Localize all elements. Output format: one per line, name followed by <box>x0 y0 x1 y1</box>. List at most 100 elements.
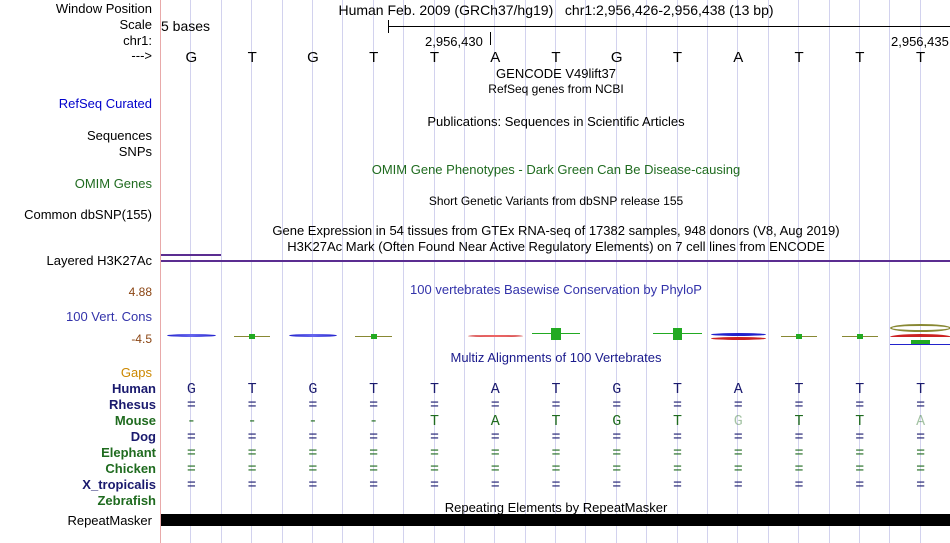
base-letter-12: T <box>890 49 950 66</box>
base-letter-6: T <box>526 49 587 66</box>
alignment-cell-human-4: T <box>404 381 465 398</box>
base-letter-7: G <box>586 49 647 66</box>
alignment-cell-human-10: T <box>769 381 830 398</box>
alignment-cell-elephant-5: = <box>465 445 526 462</box>
alignment-cell-human-6: T <box>526 381 587 398</box>
alignment-cell-mouse-2: - <box>283 413 344 430</box>
species-name-elephant[interactable]: Elephant <box>0 445 160 460</box>
gtex-track-label[interactable]: Gene Expression in 54 tissues from GTEx … <box>161 223 950 238</box>
layered-h3k27ac-sidebar-label[interactable]: Layered H3K27Ac <box>0 254 156 268</box>
alignment-cell-mouse-5: A <box>465 413 526 430</box>
h3k27ac-peak-segment <box>161 254 221 256</box>
alignment-cell-rhesus-12: = <box>890 397 950 414</box>
alignment-cell-human-9: A <box>708 381 769 398</box>
base-letter-10: T <box>769 49 830 66</box>
alignment-cell-x_tropicalis-9: = <box>708 477 769 494</box>
alignment-cell-x_tropicalis-0: = <box>161 477 222 494</box>
alignment-cell-dog-11: = <box>829 429 890 446</box>
alignment-cell-human-12: T <box>890 381 950 398</box>
alignment-cell-dog-3: = <box>343 429 404 446</box>
alignment-cell-elephant-2: = <box>283 445 344 462</box>
species-name-human[interactable]: Human <box>0 381 160 396</box>
alignment-cell-dog-4: = <box>404 429 465 446</box>
alignment-cell-x_tropicalis-11: = <box>829 477 890 494</box>
alignment-cell-elephant-10: = <box>769 445 830 462</box>
alignment-cell-dog-8: = <box>647 429 708 446</box>
alignment-cell-elephant-4: = <box>404 445 465 462</box>
alignment-cell-chicken-3: = <box>343 461 404 478</box>
base-letter-2: G <box>283 49 344 66</box>
window-position-label: Window Position <box>0 2 156 16</box>
base-letter-0: G <box>161 49 222 66</box>
alignment-cell-rhesus-1: = <box>222 397 283 414</box>
gencode-track-label[interactable]: GENCODE V49lift37 <box>161 66 950 81</box>
alignment-cell-chicken-12: = <box>890 461 950 478</box>
alignment-cell-chicken-11: = <box>829 461 890 478</box>
position-tick-2: 2,956,435 <box>891 34 949 49</box>
repeatmasker-desc-track-label[interactable]: Repeating Elements by RepeatMasker <box>161 500 950 515</box>
alignment-cell-dog-1: = <box>222 429 283 446</box>
alignment-cell-mouse-4: T <box>404 413 465 430</box>
repeatmasker-bar[interactable] <box>161 514 950 526</box>
snps-sidebar-label[interactable]: SNPs <box>0 145 156 159</box>
refseq-ncbi-track-label[interactable]: RefSeq genes from NCBI <box>161 82 950 96</box>
alignment-cell-elephant-3: = <box>343 445 404 462</box>
repeatmasker-sidebar-label[interactable]: RepeatMasker <box>0 514 156 528</box>
alignment-cell-human-2: G <box>283 381 344 398</box>
alignment-cell-elephant-6: = <box>526 445 587 462</box>
dbsnp-variants-track-label[interactable]: Short Genetic Variants from dbSNP releas… <box>161 194 950 208</box>
alignment-cell-human-7: G <box>586 381 647 398</box>
base-letter-4: T <box>404 49 465 66</box>
species-name-zebrafish[interactable]: Zebrafish <box>0 493 160 508</box>
alignment-cell-human-5: A <box>465 381 526 398</box>
publications-track-label[interactable]: Publications: Sequences in Scientific Ar… <box>161 114 950 129</box>
refseq-curated-sidebar-label[interactable]: RefSeq Curated <box>0 97 156 111</box>
alignment-cell-elephant-9: = <box>708 445 769 462</box>
alignment-row-human: GTGTTATGTATTT <box>161 381 950 398</box>
alignment-cell-mouse-9: G <box>708 413 769 430</box>
alignment-cell-human-11: T <box>829 381 890 398</box>
phylop-track-label[interactable]: 100 vertebrates Basewise Conservation by… <box>161 282 950 297</box>
sequences-sidebar-label[interactable]: Sequences <box>0 129 156 143</box>
base-letter-9: A <box>708 49 769 66</box>
species-name-dog[interactable]: Dog <box>0 429 160 444</box>
alignment-cell-mouse-6: T <box>526 413 587 430</box>
alignment-cell-chicken-8: = <box>647 461 708 478</box>
alignment-cell-mouse-3: - <box>343 413 404 430</box>
chr1-label: chr1: <box>0 34 156 48</box>
base-letter-1: T <box>222 49 283 66</box>
omim-genes-sidebar-label[interactable]: OMIM Genes <box>0 177 156 191</box>
alignment-cell-rhesus-10: = <box>769 397 830 414</box>
base-letter-11: T <box>829 49 890 66</box>
alignment-cell-x_tropicalis-3: = <box>343 477 404 494</box>
alignment-cell-elephant-7: = <box>586 445 647 462</box>
alignment-cell-x_tropicalis-5: = <box>465 477 526 494</box>
alignment-cell-chicken-6: = <box>526 461 587 478</box>
alignment-cell-mouse-1: - <box>222 413 283 430</box>
alignment-cell-rhesus-4: = <box>404 397 465 414</box>
alignment-cell-rhesus-7: = <box>586 397 647 414</box>
species-name-x_tropicalis[interactable]: X_tropicalis <box>0 477 160 492</box>
gaps-sidebar-label[interactable]: Gaps <box>0 366 156 380</box>
alignment-row-mouse: ----TATGTGTTA <box>161 413 950 430</box>
alignment-row-dog: = = = = = = = = = = = = = <box>161 429 950 446</box>
species-name-mouse[interactable]: Mouse <box>0 413 160 428</box>
alignment-row-chicken: = = = = = = = = = = = = = <box>161 461 950 478</box>
alignment-cell-human-3: T <box>343 381 404 398</box>
genome-browser-main: Human Feb. 2009 (GRCh37/hg19) chr1:2,956… <box>160 0 950 543</box>
h3k27ac-desc-track-label[interactable]: H3K27Ac Mark (Often Found Near Active Re… <box>161 239 950 254</box>
species-name-rhesus[interactable]: Rhesus <box>0 397 160 412</box>
common-dbsnp-sidebar-label[interactable]: Common dbSNP(155) <box>0 208 156 222</box>
species-name-chicken[interactable]: Chicken <box>0 461 160 476</box>
omim-phenotypes-track-label[interactable]: OMIM Gene Phenotypes - Dark Green Can Be… <box>161 162 950 177</box>
alignment-cell-chicken-0: = <box>161 461 222 478</box>
alignment-cell-mouse-10: T <box>769 413 830 430</box>
alignment-cell-chicken-7: = <box>586 461 647 478</box>
alignment-cell-dog-6: = <box>526 429 587 446</box>
multiz-track-label[interactable]: Multiz Alignments of 100 Vertebrates <box>161 350 950 365</box>
vert-cons-sidebar-label[interactable]: 100 Vert. Cons <box>0 310 156 324</box>
alignment-cell-rhesus-3: = <box>343 397 404 414</box>
scale-top-label: 4.88 <box>0 286 156 299</box>
alignment-cell-chicken-9: = <box>708 461 769 478</box>
